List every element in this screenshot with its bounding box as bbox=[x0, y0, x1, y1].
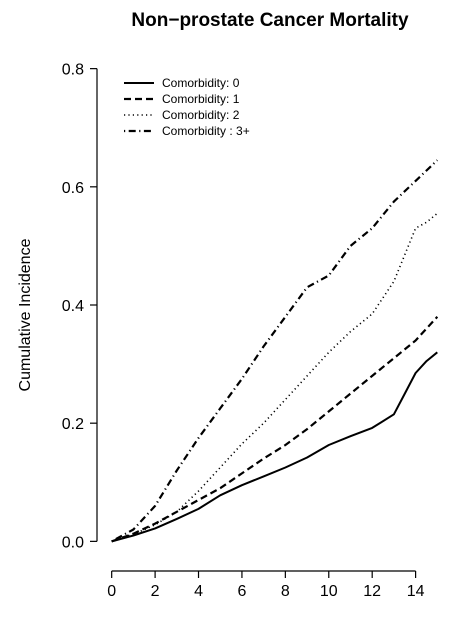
series-line-3 bbox=[111, 159, 439, 543]
series-line-0 bbox=[111, 351, 438, 543]
y-axis-label: Cumulative Incidence bbox=[17, 238, 34, 391]
legend-label: Comorbidity : 3+ bbox=[162, 124, 250, 138]
legend-label: Comorbidity: 1 bbox=[162, 92, 240, 106]
x-tick-label: 12 bbox=[363, 583, 381, 600]
x-tick-label: 4 bbox=[194, 583, 203, 600]
x-tick-label: 8 bbox=[281, 583, 290, 600]
y-tick-label: 0.4 bbox=[62, 298, 84, 315]
legend-label: Comorbidity: 0 bbox=[162, 76, 240, 90]
x-tick-label: 14 bbox=[407, 583, 425, 600]
x-tick-label: 0 bbox=[107, 583, 116, 600]
x-tick-label: 2 bbox=[151, 583, 160, 600]
y-tick-label: 0.6 bbox=[62, 180, 84, 197]
series-line-2 bbox=[111, 212, 438, 543]
y-tick-label: 0.2 bbox=[62, 416, 84, 433]
x-tick-label: 10 bbox=[320, 583, 338, 600]
chart-title: Non−prostate Cancer Mortality bbox=[131, 10, 409, 31]
y-tick-label: 0.8 bbox=[62, 62, 84, 79]
x-tick-label: 6 bbox=[237, 583, 246, 600]
series-line-1 bbox=[111, 316, 439, 543]
y-tick-label: 0.0 bbox=[62, 534, 84, 551]
legend-label: Comorbidity: 2 bbox=[162, 108, 240, 122]
